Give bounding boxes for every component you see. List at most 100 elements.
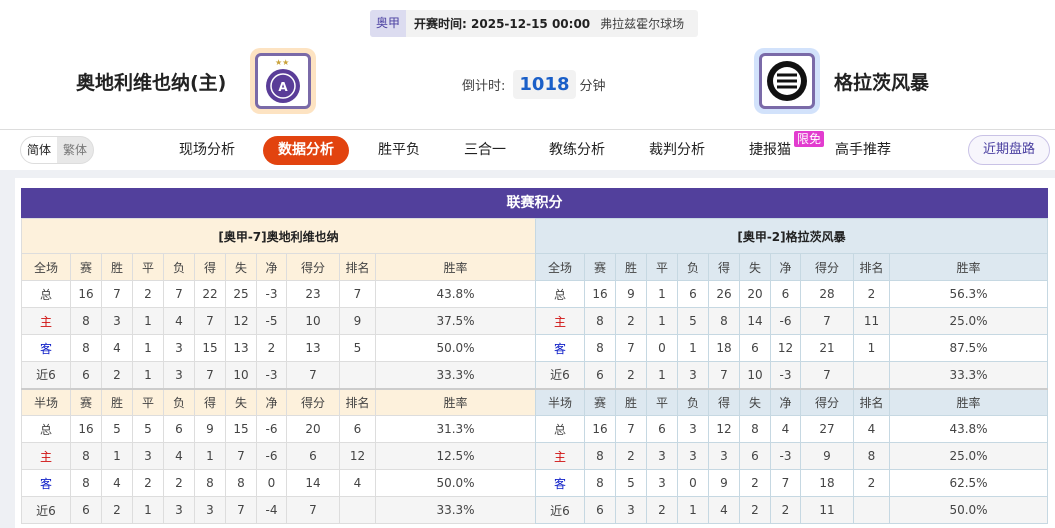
table-cell: 6 [770, 280, 801, 308]
table-cell: 20 [739, 280, 771, 308]
lang-simplified[interactable]: 简体 [21, 137, 58, 163]
table-cell: 5 [677, 307, 709, 335]
table-cell: 3 [194, 496, 226, 524]
table-cell: 1 [132, 496, 164, 524]
table-cell: 16 [584, 280, 616, 308]
table-cell: 9 [615, 280, 647, 308]
tab-jiebaomao[interactable]: 捷报猫 [749, 142, 791, 158]
table-cell: 1 [853, 334, 890, 362]
table-cell: 12 [708, 415, 740, 443]
away-team-logo[interactable] [754, 48, 820, 114]
table-cell: 8 [708, 307, 740, 335]
column-header: 平 [132, 253, 164, 281]
table-cell [339, 496, 376, 524]
tab-expert-picks[interactable]: 高手推荐 [835, 142, 891, 158]
tab-win-draw-lose[interactable]: 胜平负 [378, 142, 420, 158]
table-cell: 2 [615, 361, 647, 389]
table-cell: 3 [646, 469, 678, 497]
home-team-name[interactable]: 奥地利维也纳(主) [76, 72, 227, 94]
table-cell: 1 [677, 334, 709, 362]
table-cell: 26 [708, 280, 740, 308]
venue: 弗拉兹霍尔球场 [600, 17, 685, 31]
league-label[interactable]: 奥甲 [370, 10, 407, 37]
table-cell: 近6 [21, 361, 71, 389]
table-cell: 2 [256, 334, 287, 362]
table-cell: 31.3% [375, 415, 536, 443]
column-header: 净 [770, 387, 801, 416]
table-cell: 1 [132, 307, 164, 335]
table-cell: -3 [770, 361, 801, 389]
tab-coach-analysis[interactable]: 教练分析 [549, 142, 605, 158]
column-header: 赛 [70, 253, 102, 281]
table-cell [853, 361, 890, 389]
table-cell: 8 [584, 334, 616, 362]
table-cell: 6 [584, 496, 616, 524]
table-cell: 0 [646, 334, 678, 362]
table-row: 总 16 7 6 3 12 8 4 27 4 43.8% [535, 415, 1048, 443]
full-header-row: 全场赛胜平负得失净得分 排名 胜率 [535, 253, 1048, 281]
tab-three-in-one[interactable]: 三合一 [464, 142, 506, 158]
table-cell: 总 [21, 280, 71, 308]
table-cell: 客 [535, 469, 585, 497]
free-badge: 限免 [794, 131, 825, 147]
column-header: 失 [739, 387, 771, 416]
column-header: 失 [225, 387, 257, 416]
table-cell: 2 [739, 496, 771, 524]
table-cell: 7 [163, 280, 195, 308]
table-cell: 0 [256, 469, 287, 497]
table-cell: 1 [132, 361, 164, 389]
table-cell: 7 [800, 307, 854, 335]
column-header: 胜率 [375, 253, 536, 281]
table-cell: 0 [677, 469, 709, 497]
table-cell: 3 [101, 307, 133, 335]
table-cell: 1 [101, 442, 133, 470]
table-cell: 主 [21, 442, 71, 470]
table-cell [339, 361, 376, 389]
table-cell: 3 [708, 442, 740, 470]
table-cell: 主 [535, 442, 585, 470]
home-team-logo[interactable]: ★★ A [250, 48, 316, 114]
table-cell: 2 [615, 307, 647, 335]
table-cell: 2 [853, 469, 890, 497]
column-header: 负 [677, 253, 709, 281]
table-cell: 6 [163, 415, 195, 443]
table-cell: 1 [677, 496, 709, 524]
table-cell: 18 [800, 469, 854, 497]
lang-traditional[interactable]: 繁体 [63, 143, 88, 157]
column-header: 负 [163, 387, 195, 416]
column-header: 净 [256, 387, 287, 416]
column-header: 平 [132, 387, 164, 416]
table-cell: 4 [853, 415, 890, 443]
recent-trend-button[interactable]: 近期盘路 [968, 135, 1050, 165]
table-cell: 3 [132, 442, 164, 470]
column-header: 得分 [800, 253, 854, 281]
column-header: 赛 [584, 387, 616, 416]
table-cell: 62.5% [889, 469, 1048, 497]
sturm-graz-crest-icon [767, 61, 807, 101]
table-cell: 10 [739, 361, 771, 389]
table-cell: 9 [708, 469, 740, 497]
table-cell: 16 [70, 415, 102, 443]
table-cell: 8 [70, 469, 102, 497]
column-header: 半场 [535, 387, 585, 416]
table-cell: 3 [677, 361, 709, 389]
away-team-name[interactable]: 格拉茨风暴 [834, 72, 930, 94]
table-row: 客 8 5 3 0 9 2 7 18 2 62.5% [535, 469, 1048, 497]
table-cell: 6 [70, 496, 102, 524]
table-cell: 4 [339, 469, 376, 497]
language-toggle[interactable]: 简体 繁体 [20, 136, 95, 164]
tab-referee-analysis[interactable]: 裁判分析 [649, 142, 705, 158]
table-cell: 8 [70, 307, 102, 335]
table-cell: 8 [853, 442, 890, 470]
table-row: 近6 6 2 1 3 7 10 -3 7 33.3% [21, 361, 536, 389]
tab-live-analysis[interactable]: 现场分析 [179, 142, 235, 158]
table-cell: 50.0% [375, 334, 536, 362]
table-cell: 12 [770, 334, 801, 362]
table-cell: 33.3% [889, 361, 1048, 389]
tab-data-analysis[interactable]: 数据分析 [263, 136, 349, 165]
table-cell: 5 [132, 415, 164, 443]
table-cell: 50.0% [375, 469, 536, 497]
table-cell: 8 [70, 442, 102, 470]
austria-wien-crest-icon: ★★ A [266, 58, 300, 103]
column-header: 全场 [535, 253, 585, 281]
